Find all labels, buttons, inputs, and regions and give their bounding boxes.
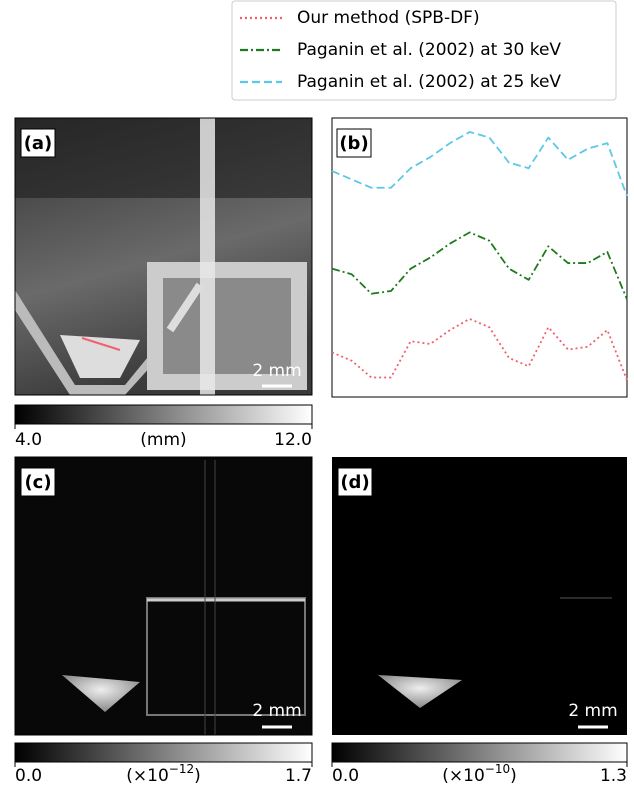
colorbar-unit: (×10−12) xyxy=(126,762,200,787)
panel-label: (a) xyxy=(24,133,53,154)
colorbar xyxy=(15,743,312,762)
image-d xyxy=(332,457,627,735)
unit-part: (×10 xyxy=(126,766,169,786)
colorbar xyxy=(332,743,627,762)
legend-label: Paganin et al. (2002) at 25 keV xyxy=(297,72,561,92)
legend-label: Our method (SPB-DF) xyxy=(297,8,480,28)
legend-label: Paganin et al. (2002) at 30 keV xyxy=(297,40,561,60)
colorbar-tick-label: 0.0 xyxy=(332,766,359,786)
colorbar xyxy=(15,405,312,424)
unit-part: −10 xyxy=(485,762,510,776)
scale-bar-label: 2 mm xyxy=(568,701,617,721)
plot-area xyxy=(332,118,627,397)
colorbar-unit: (mm) xyxy=(140,430,186,450)
colorbar-tick-label: 1.7 xyxy=(285,766,312,786)
panel-label: (d) xyxy=(340,472,369,493)
scale-bar-label: 2 mm xyxy=(252,701,301,721)
panel-label: (c) xyxy=(24,472,51,493)
figure: Our method (SPB-DF) Paganin et al. (2002)… xyxy=(0,0,634,792)
colorbar-tick-label: 1.3 xyxy=(600,766,627,786)
unit-part: −12 xyxy=(169,762,194,776)
colorbar-unit: (×10−10) xyxy=(442,762,516,787)
scale-bar-label: 2 mm xyxy=(252,361,301,381)
unit-part: (×10 xyxy=(442,766,485,786)
unit-part: ) xyxy=(194,766,201,786)
panel-label: (b) xyxy=(339,133,368,154)
image-c xyxy=(15,457,312,735)
colorbar-tick-label: 4.0 xyxy=(15,430,42,450)
colorbar-tick-label: 0.0 xyxy=(15,766,42,786)
image-a xyxy=(15,118,312,395)
unit-part: ) xyxy=(510,766,517,786)
unit-part: (mm) xyxy=(140,430,186,450)
colorbar-tick-label: 12.0 xyxy=(274,430,312,450)
